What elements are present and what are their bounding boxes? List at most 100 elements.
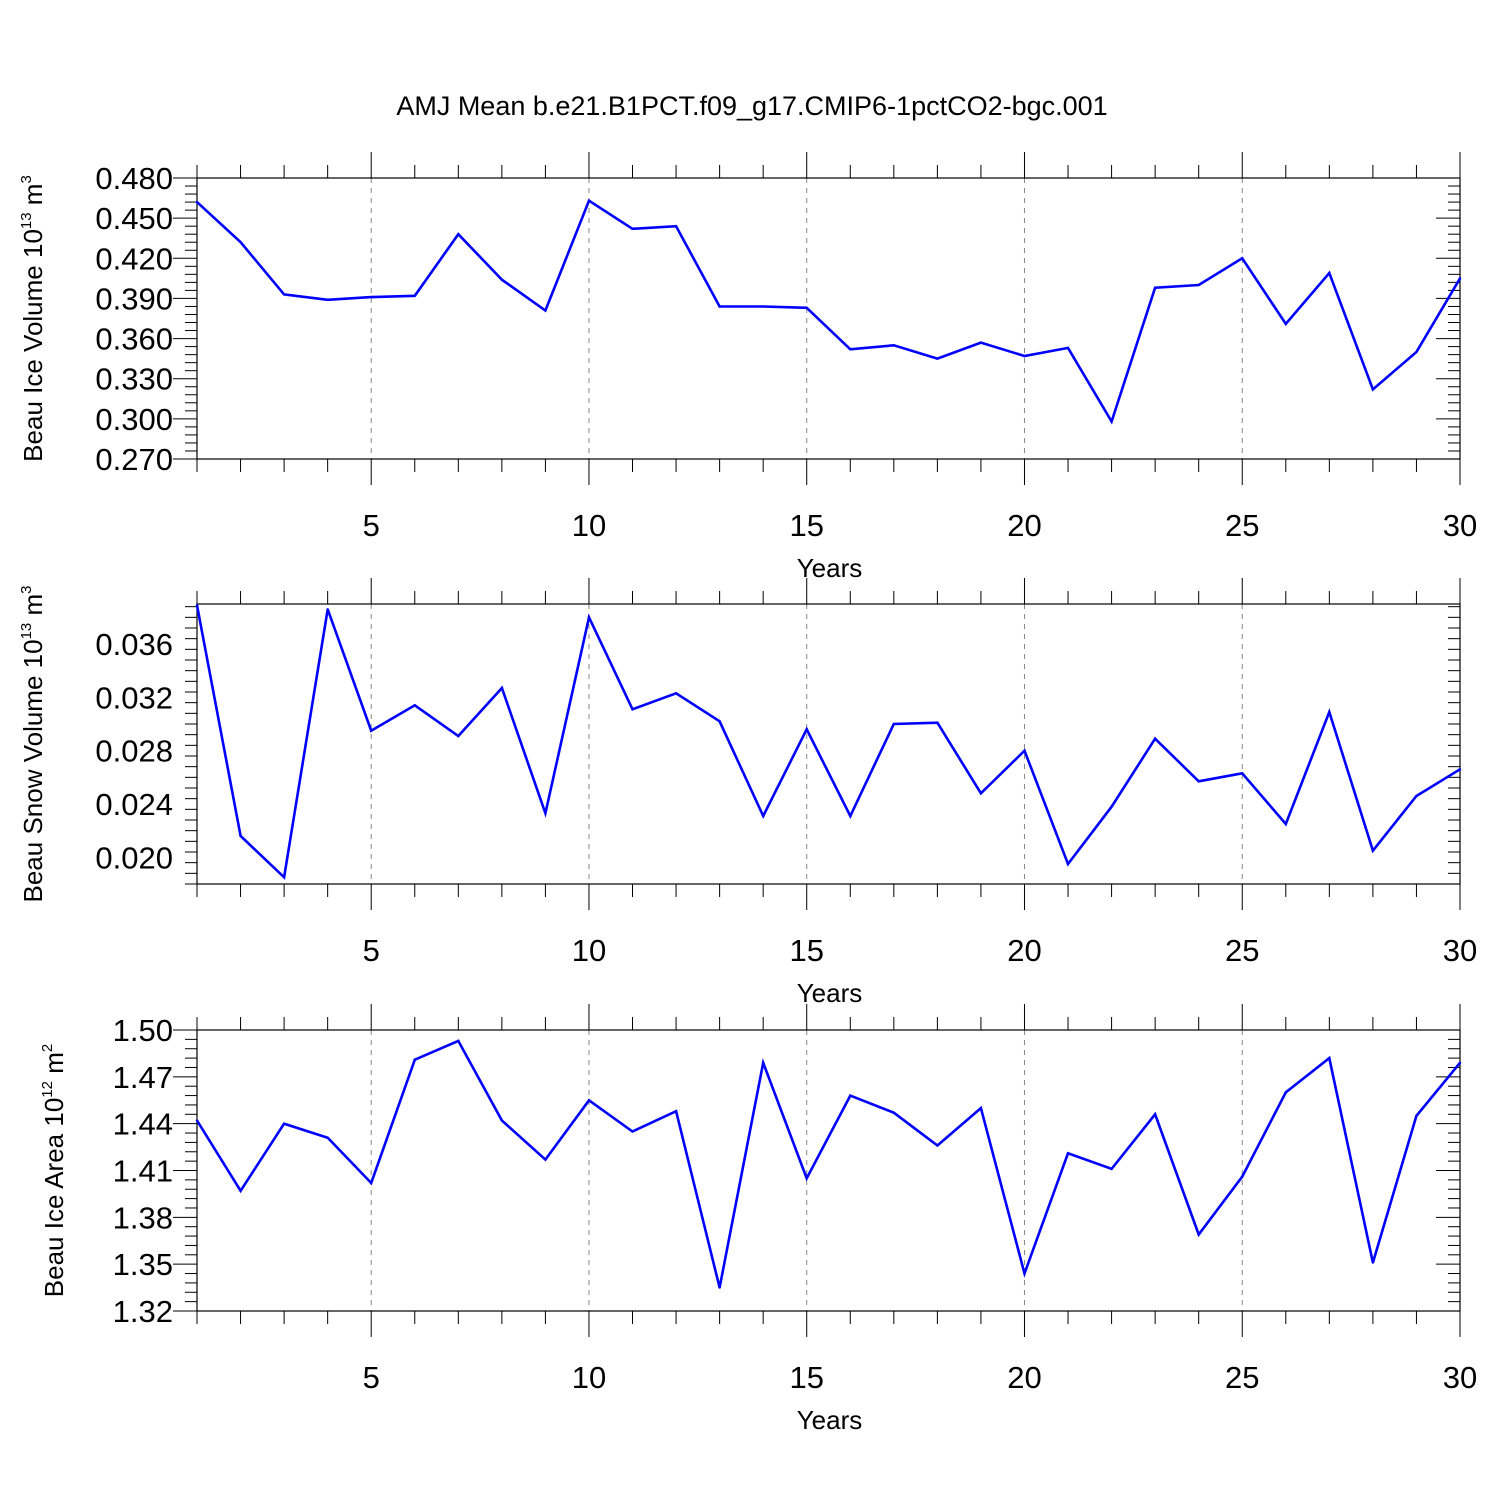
data-point <box>413 294 416 297</box>
x-tick-label: 25 <box>1225 1360 1259 1395</box>
data-point <box>500 686 504 690</box>
x-tick-label: 10 <box>572 1360 606 1395</box>
data-point <box>1241 257 1244 260</box>
chart-panel-ice-area: 5 10 15 20 25 30 1.32 1.35 1.38 1.41 1.44 1.47 1.50 Y… <box>39 1004 1477 1435</box>
data-point <box>849 1094 852 1097</box>
x-tick-label: 30 <box>1443 1360 1477 1395</box>
data-point <box>282 1122 286 1125</box>
data-point <box>1066 346 1070 350</box>
data-point <box>1066 1152 1070 1155</box>
data-point <box>1023 1272 1026 1275</box>
data-point <box>1371 1261 1375 1264</box>
data-point <box>1415 1114 1418 1118</box>
data-point <box>805 306 808 309</box>
data-point <box>718 305 721 308</box>
y-axis-title-part: m <box>18 594 48 623</box>
data-point <box>936 357 939 360</box>
data-point <box>370 729 373 732</box>
data-point <box>718 720 721 723</box>
y-tick-label: 1.35 <box>113 1247 173 1282</box>
data-point <box>1415 350 1418 354</box>
data-point <box>457 233 460 236</box>
y-tick-label: 0.420 <box>95 241 173 276</box>
data-point <box>500 278 504 281</box>
data-point <box>1110 805 1113 808</box>
data-point <box>979 792 983 795</box>
data-point <box>761 305 765 308</box>
data-point <box>1197 1233 1200 1236</box>
data-point <box>1023 749 1026 752</box>
y-tick-label: 0.480 <box>95 161 173 196</box>
y-axis-title: Beau Ice Area 1012 m2 <box>39 1044 69 1297</box>
data-point <box>544 1158 547 1161</box>
data-point <box>370 295 373 299</box>
data-point <box>1371 388 1375 391</box>
data-point <box>370 1181 373 1185</box>
data-point <box>761 1061 765 1064</box>
x-tick-label: 20 <box>1007 933 1041 968</box>
data-point <box>805 1177 808 1180</box>
y-axis-title-superscript: 13 <box>18 212 35 229</box>
data-point <box>1066 862 1070 866</box>
y-axis-title-part: Beau Ice Volume 10 <box>18 229 48 462</box>
data-point <box>979 1106 983 1110</box>
y-tick-label: 0.450 <box>95 201 173 236</box>
y-axis-title-part: m <box>39 1052 69 1081</box>
y-tick-label: 0.270 <box>95 442 173 477</box>
data-point <box>892 722 896 726</box>
data-point <box>1241 772 1244 775</box>
y-tick-label: 0.360 <box>95 322 173 357</box>
data-point <box>544 812 547 815</box>
data-point <box>1110 420 1113 423</box>
data-point <box>1284 322 1287 326</box>
y-tick-label: 0.330 <box>95 362 173 397</box>
x-tick-label: 10 <box>572 933 606 968</box>
data-point <box>805 728 808 731</box>
data-point <box>239 241 242 244</box>
plot-frame <box>196 603 1461 885</box>
data-point <box>631 1130 634 1133</box>
y-tick-label: 1.50 <box>113 1013 173 1048</box>
y-tick-label: 1.38 <box>113 1200 173 1235</box>
x-axis-title: Years <box>797 978 863 1008</box>
data-point <box>1458 1061 1462 1064</box>
data-point <box>500 1119 504 1122</box>
data-point <box>195 1119 199 1122</box>
chart-title: AMJ Mean b.e21.B1PCT.f09_g17.CMIP6-1pctC… <box>396 91 1107 121</box>
data-point <box>1284 1091 1287 1094</box>
x-tick-label: 25 <box>1225 508 1259 543</box>
data-point <box>282 876 286 879</box>
data-point <box>892 344 896 347</box>
data-point <box>849 814 852 818</box>
x-tick-label: 15 <box>789 933 823 968</box>
y-tick-label: 1.44 <box>113 1107 173 1142</box>
data-point <box>195 604 199 607</box>
y-tick-label: 0.028 <box>95 734 173 769</box>
data-point <box>326 1136 329 1139</box>
y-tick-label: 0.024 <box>95 787 173 822</box>
data-point <box>674 692 678 695</box>
data-point <box>761 814 765 818</box>
y-tick-label: 1.41 <box>113 1154 173 1189</box>
data-point <box>326 298 329 301</box>
data-point <box>457 734 460 738</box>
y-axis-title-superscript: 3 <box>18 586 35 594</box>
x-tick-label: 20 <box>1007 1360 1041 1395</box>
data-point <box>1153 1113 1157 1116</box>
data-point <box>587 1099 591 1102</box>
data-point <box>413 1058 416 1061</box>
x-tick-label: 25 <box>1225 933 1259 968</box>
y-tick-label: 1.32 <box>113 1294 173 1329</box>
x-axis-title: Years <box>797 553 863 583</box>
y-tick-label: 0.032 <box>95 680 173 715</box>
y-tick-label: 0.390 <box>95 281 173 316</box>
data-point <box>979 341 983 344</box>
data-point <box>282 293 286 296</box>
y-tick-label: 0.036 <box>95 627 173 662</box>
chart-panel-snow-volume: 5 10 15 20 25 30 0.020 0.024 0.028 0.032 0.036 Year… <box>18 578 1477 1008</box>
data-point <box>457 1039 460 1043</box>
data-point <box>1197 283 1200 287</box>
plot-frame <box>196 177 1461 460</box>
